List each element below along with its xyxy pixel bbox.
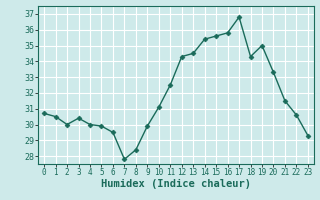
X-axis label: Humidex (Indice chaleur): Humidex (Indice chaleur): [101, 179, 251, 189]
